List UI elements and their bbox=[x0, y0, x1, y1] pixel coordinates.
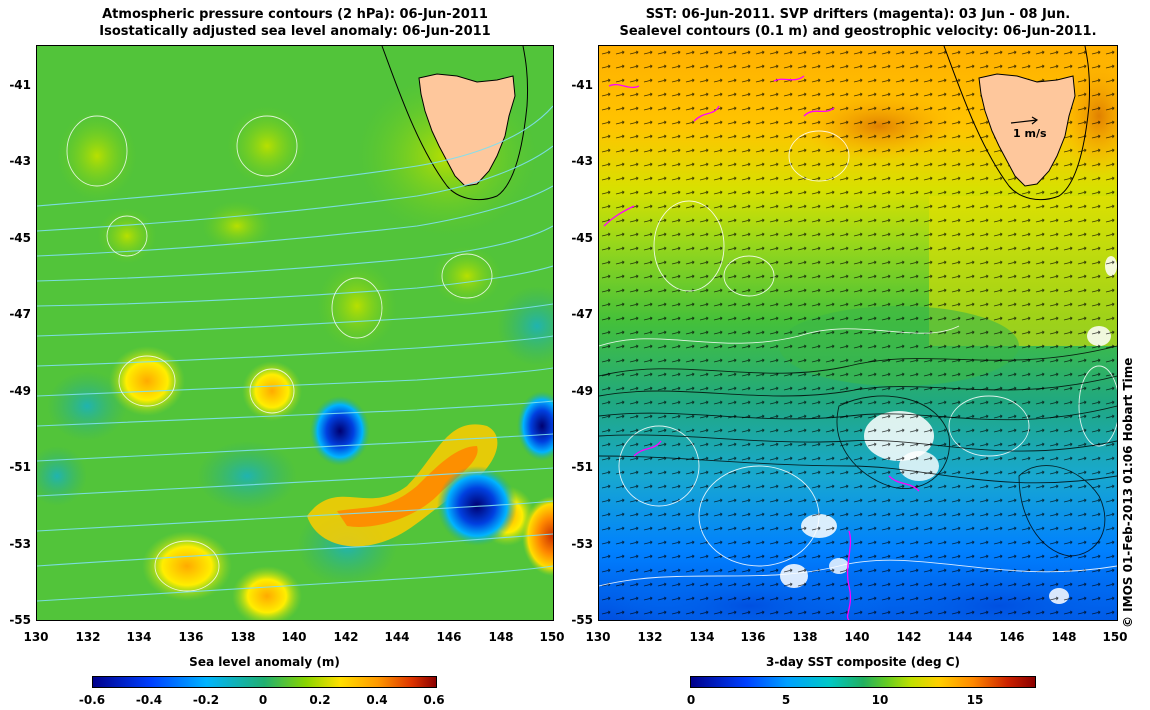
lat-tick: -41 bbox=[9, 78, 31, 92]
colorbar-tick: -0.2 bbox=[192, 693, 220, 707]
drifter-track bbox=[633, 440, 662, 457]
lat-tick: -49 bbox=[9, 384, 31, 398]
left-title-line2: Isostatically adjusted sea level anomaly… bbox=[99, 24, 491, 39]
credit-text: © IMOS 01-Feb-2013 01:06 Hobart Time bbox=[1121, 357, 1135, 628]
right-title: SST: 06-Jun-2011. SVP drifters (magenta)… bbox=[598, 6, 1118, 40]
drifter-track bbox=[888, 475, 920, 492]
lat-tick: -53 bbox=[9, 537, 31, 551]
colorbar-tick: 15 bbox=[966, 693, 984, 707]
drifter-track bbox=[803, 107, 835, 117]
lat-tick: -53 bbox=[571, 537, 593, 551]
lon-tick: 134 bbox=[689, 630, 715, 644]
sea-level-anomaly-map bbox=[36, 45, 554, 621]
lon-tick: 140 bbox=[281, 630, 307, 644]
lon-tick: 144 bbox=[947, 630, 973, 644]
sea-level-anomaly-field bbox=[37, 46, 553, 620]
drifter-track bbox=[693, 105, 720, 122]
right-title-line2: Sealevel contours (0.1 m) and geostrophi… bbox=[619, 24, 1097, 39]
lon-tick: 150 bbox=[539, 630, 565, 644]
sst-colorbar bbox=[690, 676, 1036, 688]
colorbar-tick: -0.4 bbox=[135, 693, 163, 707]
lat-tick: -51 bbox=[571, 460, 593, 474]
lon-tick: 136 bbox=[740, 630, 766, 644]
lat-tick: -41 bbox=[571, 78, 593, 92]
sea-level-colorbar bbox=[92, 676, 437, 688]
lon-tick: 150 bbox=[1102, 630, 1128, 644]
sst-map: 1 m/s bbox=[598, 45, 1118, 621]
left-title: Atmospheric pressure contours (2 hPa): 0… bbox=[36, 6, 554, 40]
colorbar-tick: 0.4 bbox=[366, 693, 388, 707]
lon-tick: 134 bbox=[126, 630, 152, 644]
lat-tick: -43 bbox=[9, 154, 31, 168]
lat-tick: -45 bbox=[9, 231, 31, 245]
lon-tick: 148 bbox=[488, 630, 514, 644]
colorbar-tick: 0.2 bbox=[309, 693, 331, 707]
left-colorbar-label: Sea level anomaly (m) bbox=[189, 655, 340, 669]
lon-tick: 132 bbox=[75, 630, 101, 644]
colorbar-tick: 0.6 bbox=[423, 693, 445, 707]
colorbar-tick: -0.6 bbox=[78, 693, 106, 707]
lon-tick: 148 bbox=[1051, 630, 1077, 644]
lat-tick: -43 bbox=[571, 154, 593, 168]
velocity-scale-arrow bbox=[1010, 119, 1038, 124]
lon-tick: 144 bbox=[384, 630, 410, 644]
lon-tick: 138 bbox=[230, 630, 256, 644]
lon-tick: 146 bbox=[436, 630, 462, 644]
lat-tick: -49 bbox=[571, 384, 593, 398]
drifter-track bbox=[773, 75, 805, 82]
drifter-track bbox=[608, 83, 640, 89]
lon-tick: 138 bbox=[792, 630, 818, 644]
colorbar-tick: 5 bbox=[781, 693, 791, 707]
sst-field bbox=[599, 46, 1117, 620]
lon-tick: 130 bbox=[585, 630, 611, 644]
lat-tick: -47 bbox=[9, 307, 31, 321]
lat-tick: -51 bbox=[9, 460, 31, 474]
lat-tick: -55 bbox=[9, 613, 31, 627]
lat-tick: -47 bbox=[571, 307, 593, 321]
lon-tick: 136 bbox=[178, 630, 204, 644]
lon-tick: 130 bbox=[23, 630, 49, 644]
lon-tick: 140 bbox=[844, 630, 870, 644]
lon-tick: 142 bbox=[333, 630, 359, 644]
lat-tick: -45 bbox=[571, 231, 593, 245]
drifter-track bbox=[846, 530, 852, 620]
right-colorbar-label: 3-day SST composite (deg C) bbox=[765, 655, 961, 669]
colorbar-tick: 10 bbox=[871, 693, 889, 707]
left-title-line1: Atmospheric pressure contours (2 hPa): 0… bbox=[102, 7, 488, 22]
lon-tick: 146 bbox=[999, 630, 1025, 644]
right-title-line1: SST: 06-Jun-2011. SVP drifters (magenta)… bbox=[645, 7, 1071, 22]
colorbar-tick: 0 bbox=[686, 693, 696, 707]
lon-tick: 132 bbox=[637, 630, 663, 644]
lon-tick: 142 bbox=[896, 630, 922, 644]
lat-tick: -55 bbox=[571, 613, 593, 627]
colorbar-tick: 0 bbox=[258, 693, 268, 707]
drifter-track bbox=[603, 205, 635, 227]
tasmania-landmass bbox=[978, 73, 1076, 187]
velocity-scale-label: 1 m/s bbox=[1013, 127, 1047, 140]
tasmania-landmass bbox=[418, 73, 516, 187]
